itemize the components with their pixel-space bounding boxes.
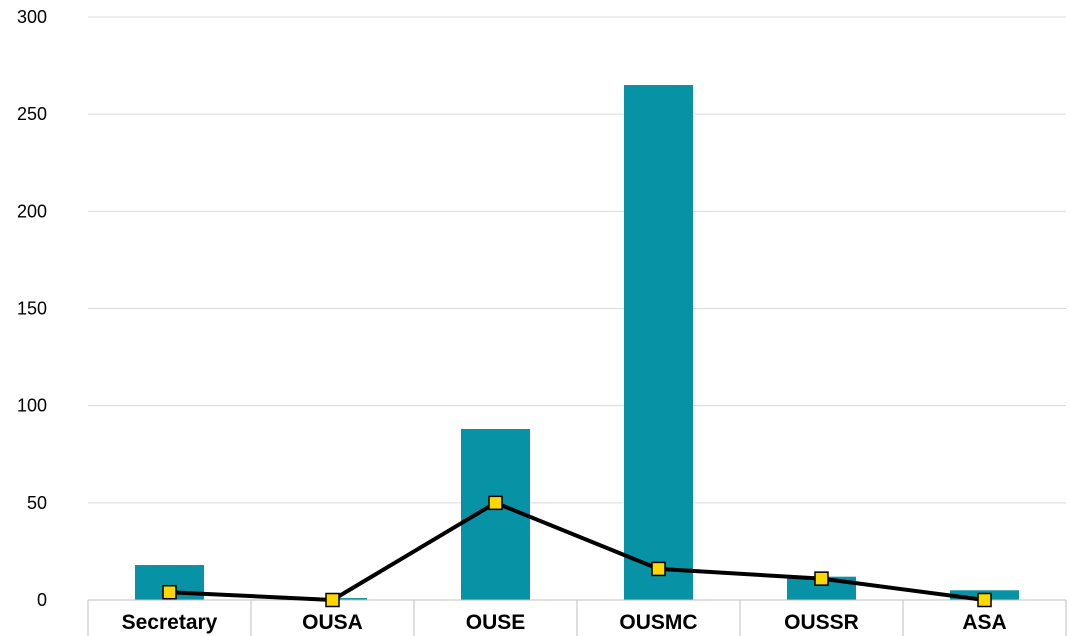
line-point	[488, 495, 503, 511]
line-point	[814, 571, 829, 586]
y-tick-label: 200	[17, 201, 47, 221]
y-tick-label: 50	[27, 493, 47, 513]
y-tick-label: 0	[37, 590, 47, 610]
x-tick-label: ASA	[962, 611, 1006, 634]
y-axis: 0 50 100 150 200 250 300	[17, 7, 47, 610]
grid-layer	[88, 16, 1066, 504]
line-point	[977, 592, 992, 608]
y-tick-label: 100	[17, 396, 47, 416]
series-line	[169, 500, 985, 602]
x-tick-label: OUSA	[302, 611, 363, 634]
y-tick-label: 150	[17, 299, 47, 319]
y-tick-label: 250	[17, 104, 47, 124]
line-point	[651, 561, 666, 577]
x-tick-label: OUSMC	[619, 611, 697, 634]
y-tick-label: 300	[17, 7, 47, 27]
line-point	[325, 592, 340, 608]
line-series	[162, 495, 992, 608]
x-tick-label: OUSE	[466, 611, 526, 634]
x-axis: Secretary OUSA OUSE OUSMC OUSSR ASA	[87, 599, 1067, 636]
bar	[624, 85, 693, 601]
x-tick-label: OUSSR	[784, 611, 859, 634]
x-tick-label: Secretary	[122, 611, 218, 634]
bar-series	[135, 85, 1019, 601]
line-point	[162, 584, 177, 600]
